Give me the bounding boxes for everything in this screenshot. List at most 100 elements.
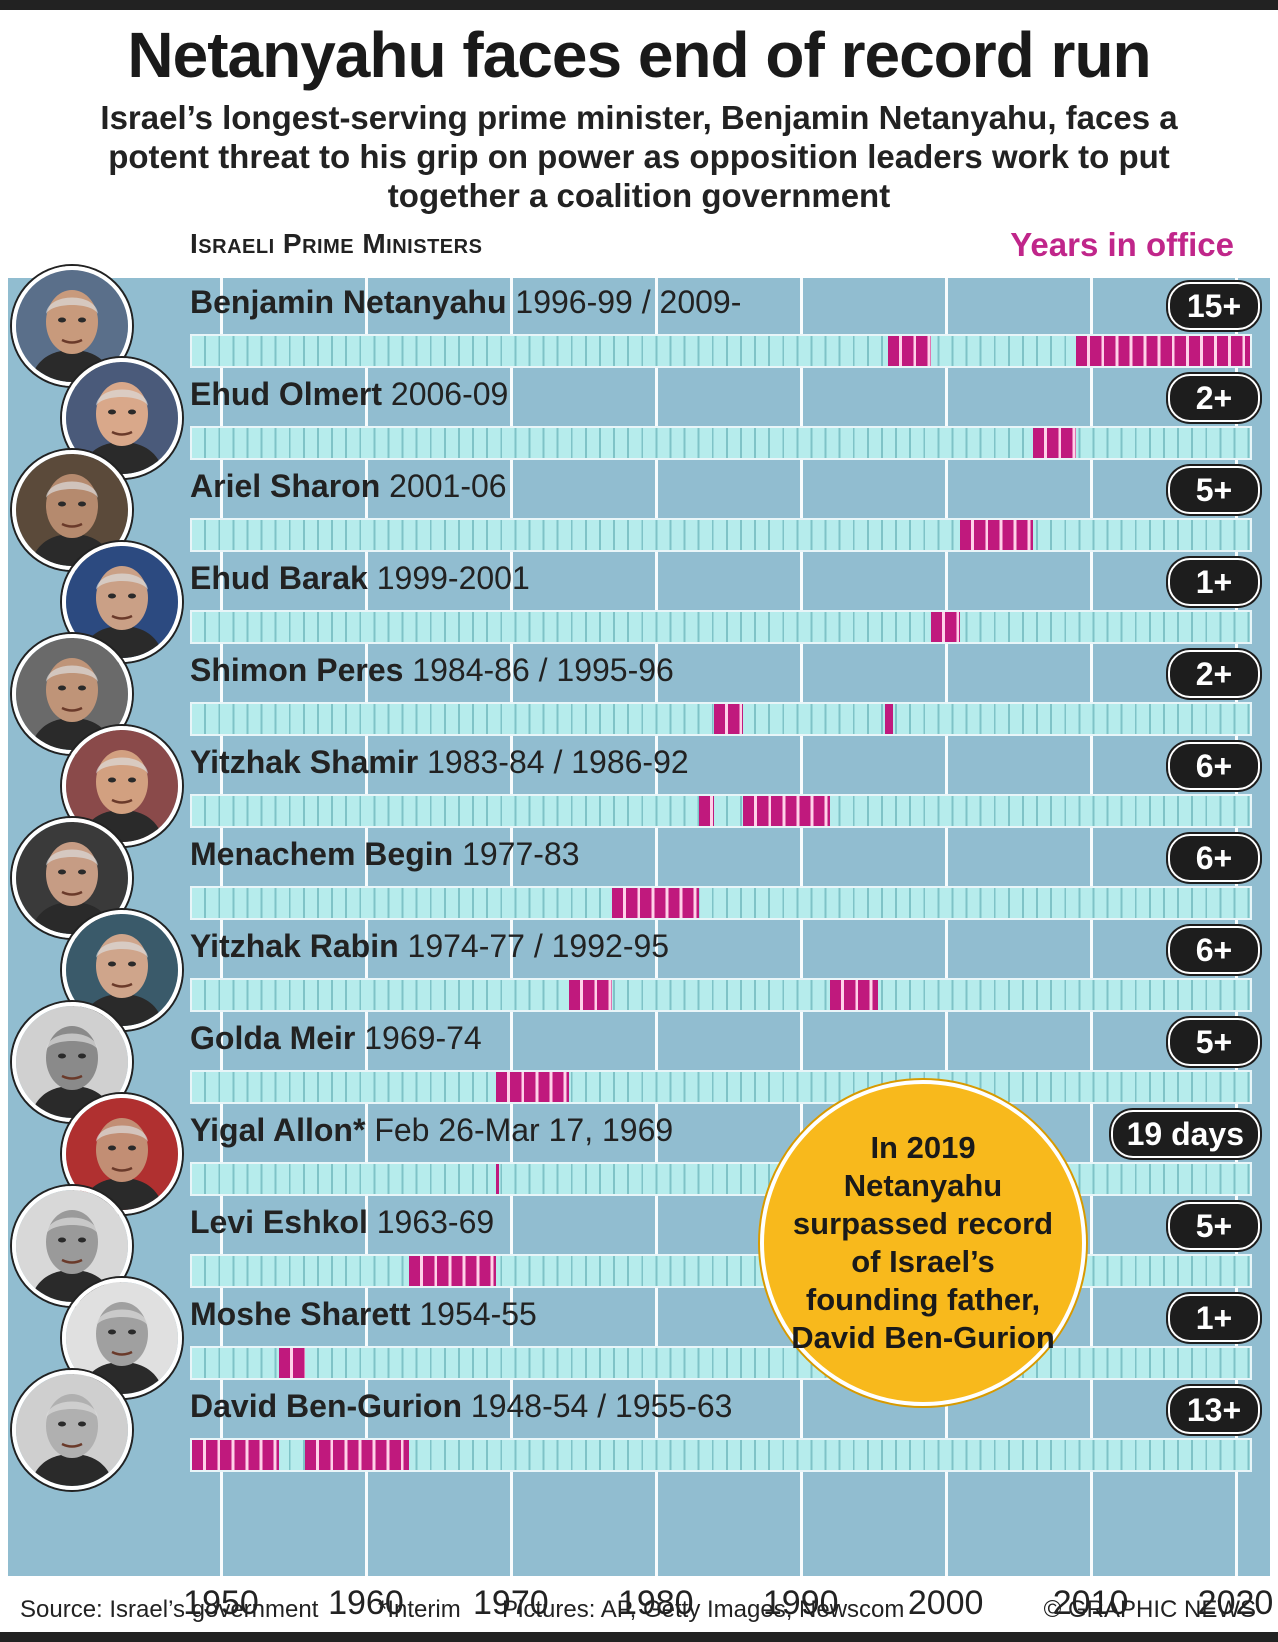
- years-badge: 5+: [1168, 1202, 1260, 1250]
- term-bar: [409, 1256, 497, 1286]
- years-badge: 15+: [1168, 282, 1260, 330]
- pm-name-text: Yigal Allon*: [190, 1112, 366, 1148]
- pm-name-text: Yitzhak Shamir: [190, 744, 419, 780]
- pm-name: Levi Eshkol 1963-69: [190, 1204, 494, 1241]
- portrait-avatar: [12, 1370, 132, 1490]
- term-bar: [568, 980, 613, 1010]
- years-badge: 6+: [1168, 742, 1260, 790]
- bottom-rule: [0, 1632, 1278, 1642]
- portrait-image: [66, 546, 178, 658]
- pm-name: Benjamin Netanyahu 1996-99 / 2009-: [190, 284, 741, 321]
- pm-name: David Ben-Gurion 1948-54 / 1955-63: [190, 1388, 732, 1425]
- years-badge: 1+: [1168, 1294, 1260, 1342]
- top-rule: [0, 0, 1278, 10]
- portrait-avatar: [62, 1094, 182, 1214]
- timeline-track: [190, 886, 1252, 920]
- x-tick-label: 1950: [183, 1584, 259, 1622]
- pm-term-text: 1984-86 / 1995-96: [403, 652, 674, 688]
- pm-row: Ehud Barak 1999-2001 1+: [8, 554, 1270, 650]
- record-callout: In 2019 Netanyahu surpassed record of Is…: [760, 1080, 1086, 1406]
- pm-term-text: 1977-83: [453, 836, 580, 872]
- pm-row: Yitzhak Rabin 1974-77 / 1992-95 6+: [8, 922, 1270, 1018]
- pm-name: Golda Meir 1969-74: [190, 1020, 482, 1057]
- term-bar: [612, 888, 700, 918]
- years-in-office-label: Years in office: [1010, 226, 1234, 263]
- timeline-track: [190, 1346, 1252, 1380]
- pm-row: Yitzhak Shamir 1983-84 / 1986-92 6+: [8, 738, 1270, 834]
- pm-row: Ehud Olmert 2006-09 2+: [8, 370, 1270, 466]
- gridline-2010: [1089, 278, 1093, 1576]
- pm-name: Yitzhak Shamir 1983-84 / 1986-92: [190, 744, 689, 781]
- pm-term-text: 2006-09: [382, 376, 509, 412]
- callout-text: In 2019 Netanyahu surpassed record of Is…: [791, 1130, 1055, 1355]
- timeline-track: [190, 334, 1252, 368]
- pm-name: Moshe Sharett 1954-55: [190, 1296, 537, 1333]
- pm-name: Ariel Sharon 2001-06: [190, 468, 507, 505]
- term-bar: [960, 520, 1033, 550]
- pm-name: Ehud Barak 1999-2001: [190, 560, 530, 597]
- years-badge: 6+: [1168, 926, 1260, 974]
- term-bar: [699, 796, 714, 826]
- term-bar: [887, 336, 932, 366]
- pm-term-text: 2001-06: [380, 468, 507, 504]
- pm-name-text: Menachem Begin: [190, 836, 454, 872]
- pm-row: Moshe Sharett 1954-55 1+: [8, 1290, 1270, 1386]
- page-subtitle: Israel’s longest-serving prime minister,…: [100, 99, 1178, 214]
- years-badge: 2+: [1168, 374, 1260, 422]
- timeline-track: [190, 518, 1252, 552]
- pm-name-text: Golda Meir: [190, 1020, 356, 1056]
- term-bar: [496, 1164, 500, 1194]
- term-bar: [829, 980, 878, 1010]
- x-tick-label: 1990: [762, 1584, 839, 1622]
- term-bar: [192, 1440, 279, 1470]
- portrait-image: [16, 1374, 128, 1486]
- x-tick-label: 1970: [473, 1584, 549, 1622]
- pm-row: Menachem Begin 1977-83 6+: [8, 830, 1270, 926]
- pm-term-text: 1983-84 / 1986-92: [418, 744, 689, 780]
- term-bar: [496, 1072, 569, 1102]
- pm-term-text: Feb 26-Mar 17, 1969: [365, 1112, 674, 1148]
- pm-row: Yigal Allon* Feb 26-Mar 17, 1969 19 days: [8, 1106, 1270, 1202]
- x-tick-label: 2000: [907, 1584, 984, 1622]
- section-label: Israeli Prime Ministers: [190, 228, 483, 259]
- pm-row: Shimon Peres 1984-86 / 1995-96 2+: [8, 646, 1270, 742]
- gridline-1970: [509, 278, 513, 1576]
- timeline-track: [190, 1438, 1252, 1472]
- timeline-track: [190, 426, 1252, 460]
- footer-note: *Interim: [378, 1596, 461, 1623]
- years-badge: 1+: [1168, 558, 1260, 606]
- gridline-1980: [654, 278, 658, 1576]
- pm-term-text: 1963-69: [367, 1204, 495, 1240]
- timeline-track: [190, 1254, 1252, 1288]
- pm-row: David Ben-Gurion 1948-54 / 1955-63 13+: [8, 1382, 1270, 1478]
- years-badge: 6+: [1168, 834, 1260, 882]
- years-badge: 2+: [1168, 650, 1260, 698]
- footer-credit: © GRAPHIC NEWS: [1043, 1596, 1256, 1623]
- term-bar: [742, 796, 830, 826]
- pm-term-text: 1954-55: [410, 1296, 537, 1332]
- timeline-track: [190, 978, 1252, 1012]
- term-bar: [931, 612, 961, 642]
- years-badge: 13+: [1168, 1386, 1260, 1434]
- x-tick-label: 1960: [328, 1584, 404, 1622]
- gridline-1960: [364, 278, 368, 1576]
- pm-term-text: 1969-74: [355, 1020, 482, 1056]
- pm-term-text: 1996-99 / 2009-: [506, 284, 742, 320]
- timeline-track: [190, 794, 1252, 828]
- footer-pictures: Pictures: AP, Getty Images, Newscom: [502, 1596, 905, 1623]
- term-bar: [713, 704, 743, 734]
- page-title: Netanyahu faces end of record run: [127, 19, 1151, 91]
- pm-name-text: Benjamin Netanyahu: [190, 284, 507, 320]
- pm-row: Golda Meir 1969-74 5+: [8, 1014, 1270, 1110]
- pm-term-text: 1999-2001: [367, 560, 530, 596]
- footer-source: Source: Israel’s government: [20, 1596, 319, 1623]
- term-bar: [278, 1348, 306, 1378]
- years-badge: 5+: [1168, 466, 1260, 514]
- pm-name-text: Yitzhak Rabin: [190, 928, 399, 964]
- x-tick-label: 1980: [617, 1584, 694, 1622]
- gridline-1990: [799, 278, 803, 1576]
- pm-name-text: David Ben-Gurion: [190, 1388, 463, 1424]
- pm-name-text: Ehud Olmert: [190, 376, 383, 412]
- pm-term-text: 1974-77 / 1992-95: [398, 928, 670, 964]
- x-tick-label: 2020: [1197, 1584, 1274, 1622]
